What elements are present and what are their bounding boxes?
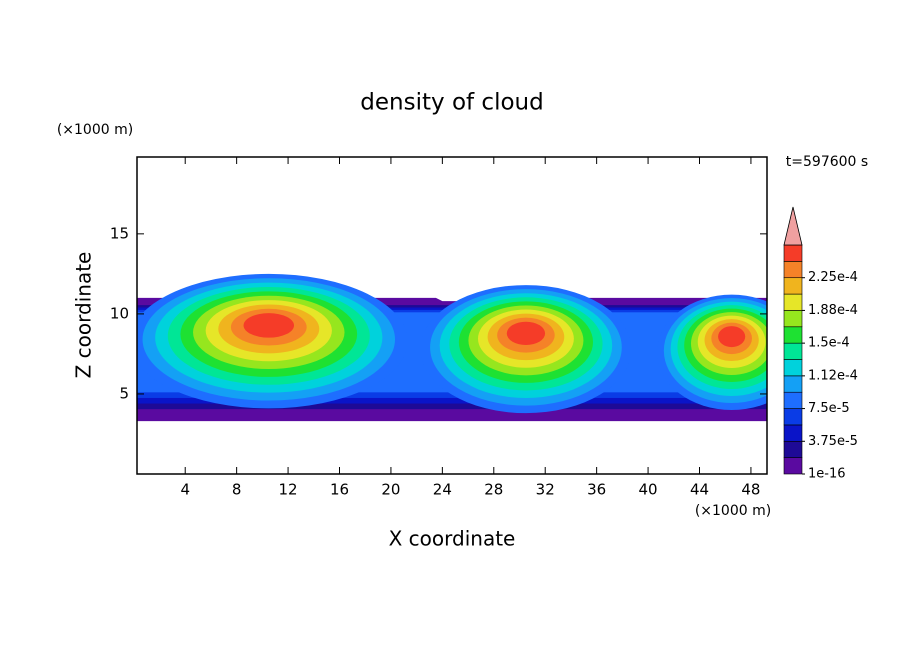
field-layer — [243, 313, 295, 338]
colorbar-box — [783, 293, 803, 311]
colorbar-box — [783, 457, 803, 475]
colorbar-box — [783, 440, 803, 458]
colorbar-box — [783, 310, 803, 328]
colorbar-over — [783, 206, 803, 246]
y-tick-label: 15 — [110, 224, 129, 242]
colorbar-box — [783, 244, 803, 262]
x-tick-label: 8 — [232, 481, 242, 499]
x-tick-label: 32 — [536, 481, 555, 499]
colorbar-box — [783, 408, 803, 426]
x-axis-label: X coordinate — [389, 527, 516, 551]
colorbar-label: 7.5e-5 — [808, 401, 850, 416]
colorbar-box — [783, 359, 803, 377]
colorbar-label: 1.88e-4 — [808, 303, 858, 318]
colorbar-label: 1.5e-4 — [808, 336, 850, 351]
x-tick-label: 40 — [639, 481, 658, 499]
x-tick-label: 16 — [330, 481, 349, 499]
colorbar-box — [783, 375, 803, 393]
chart-title: density of cloud — [360, 90, 543, 116]
x-tick-label: 36 — [587, 481, 606, 499]
x-tick-label: 24 — [433, 481, 452, 499]
colorbar-label: 2.25e-4 — [808, 270, 858, 285]
plot-frame — [136, 156, 768, 475]
colorbar-box — [783, 342, 803, 360]
y-unit: (×1000 m) — [57, 122, 133, 138]
colorbar-box — [783, 391, 803, 409]
colorbar-box — [783, 277, 803, 295]
field-layer — [506, 321, 546, 346]
colorbar-label: 1e-16 — [808, 467, 846, 482]
x-tick-label: 20 — [381, 481, 400, 499]
y-tick-label: 10 — [110, 304, 129, 322]
field-layer — [718, 326, 746, 348]
colorbar-box — [783, 261, 803, 279]
colorbar-box — [783, 326, 803, 344]
x-tick-label: 28 — [484, 481, 503, 499]
colorbar-label: 1.12e-4 — [808, 368, 858, 383]
x-tick-label: 44 — [690, 481, 709, 499]
y-tick-label: 5 — [119, 384, 129, 402]
x-tick-label: 12 — [279, 481, 298, 499]
x-tick-label: 4 — [180, 481, 190, 499]
y-axis-label: Z coordinate — [72, 252, 96, 379]
colorbar-box — [783, 424, 803, 442]
colorbar-label: 3.75e-5 — [808, 434, 858, 449]
time-label: t=597600 s — [786, 154, 868, 170]
x-tick-label: 48 — [741, 481, 760, 499]
contour-field — [137, 273, 767, 422]
x-unit: (×1000 m) — [695, 503, 771, 519]
